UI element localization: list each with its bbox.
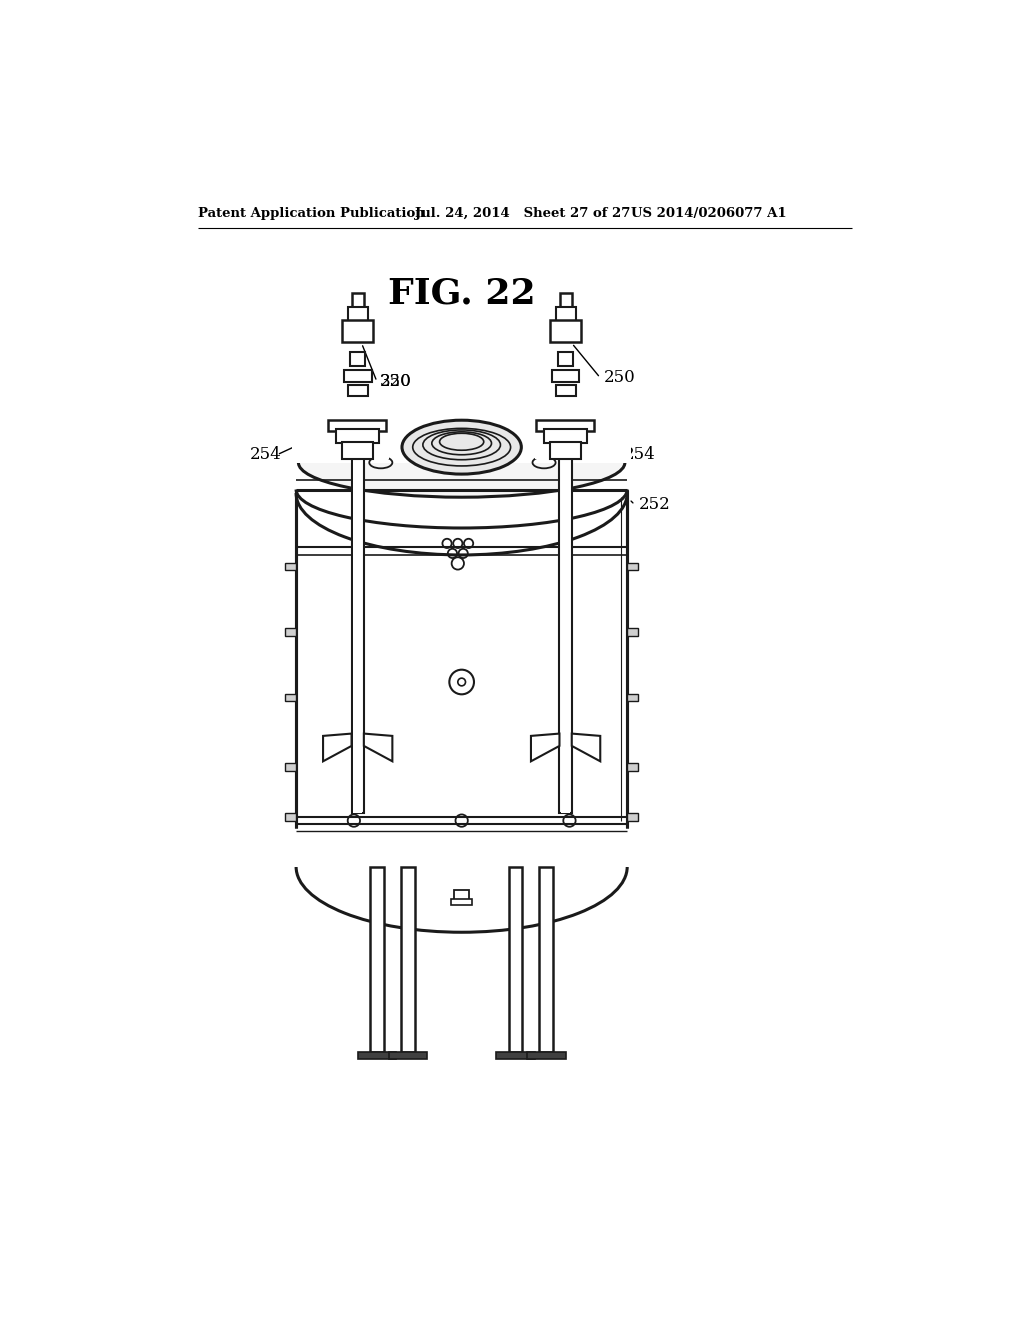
Bar [628,693,638,701]
Bar [286,693,296,701]
Bar [628,562,638,570]
Bar [286,562,296,570]
Bar [400,867,415,1052]
Bar [550,442,581,459]
Bar [628,813,638,821]
Bar [348,308,368,323]
Bar [550,321,581,342]
Bar [292,797,631,867]
Bar [454,890,469,904]
Bar [544,429,587,444]
Bar [559,444,571,813]
Bar [451,899,472,906]
Bar [351,444,364,813]
Bar [286,813,296,821]
Bar [350,352,366,367]
Text: FIG. 22: FIG. 22 [388,276,536,310]
Bar [342,442,373,459]
Bar [388,1052,427,1059]
Text: Jul. 24, 2014   Sheet 27 of 27: Jul. 24, 2014 Sheet 27 of 27 [416,207,631,220]
Bar [556,385,575,396]
Bar [527,1052,565,1059]
Bar [348,385,368,396]
Bar [552,370,580,381]
Text: US 2014/0206077 A1: US 2014/0206077 A1 [631,207,786,220]
Bar [535,424,596,459]
Bar [286,763,296,771]
Bar [357,1052,396,1059]
Bar [292,428,631,494]
Bar [540,867,553,1052]
Bar [556,308,575,323]
Polygon shape [323,734,351,762]
Text: 254: 254 [624,446,655,463]
Bar [497,1052,535,1059]
Text: Patent Application Publication: Patent Application Publication [198,207,424,220]
Ellipse shape [298,428,625,498]
Text: 252: 252 [639,496,671,513]
Bar [560,293,571,339]
Bar [509,867,522,1052]
Text: 320: 320 [380,374,412,391]
Polygon shape [531,734,559,762]
Polygon shape [364,734,392,762]
Bar [561,444,570,813]
Bar [329,420,386,430]
Bar [352,293,364,339]
Bar [628,763,638,771]
Bar [628,628,638,636]
Text: 254: 254 [250,446,282,463]
Bar [370,867,384,1052]
Text: 250: 250 [380,374,412,391]
Bar [344,370,372,381]
Bar [336,429,379,444]
Bar [327,424,388,459]
Polygon shape [571,734,600,762]
Bar [286,628,296,636]
Ellipse shape [402,420,521,474]
Text: 250: 250 [603,370,635,387]
Bar [353,444,362,813]
Bar [342,321,373,342]
Bar [292,424,631,462]
Bar [537,420,594,430]
Bar [558,352,573,367]
